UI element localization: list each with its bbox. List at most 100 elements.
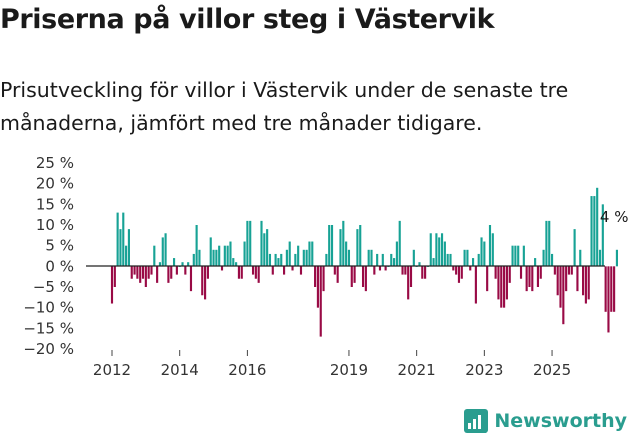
bar [370, 249, 373, 267]
bar [147, 266, 150, 279]
bar [167, 266, 170, 283]
bar [488, 225, 492, 267]
bar [192, 253, 195, 267]
x-tick-label: 2016 [228, 361, 266, 379]
bar [511, 245, 514, 267]
bar [172, 258, 176, 267]
bar [302, 249, 305, 267]
bar [223, 245, 226, 267]
bar [130, 266, 133, 279]
bar [460, 266, 463, 279]
bar-chart: 25 % 20 % 15 % 10 % 5 % 0 % −5 % −10 % −15 % −20 … [23, 154, 628, 379]
bar [565, 266, 568, 292]
y-tick-label: 10 % [36, 216, 74, 234]
bar [291, 266, 294, 271]
bar [150, 266, 153, 275]
bar [209, 237, 212, 267]
bar [367, 249, 370, 267]
bar-series [110, 187, 618, 337]
bar [133, 266, 136, 275]
bar [158, 262, 162, 267]
bar [615, 249, 618, 267]
bar [299, 266, 303, 275]
bar [328, 225, 331, 267]
bar [604, 266, 607, 312]
bar [579, 249, 582, 267]
bar [325, 253, 328, 267]
bar [263, 233, 266, 267]
bar [426, 266, 429, 267]
bar [531, 266, 534, 292]
bar [474, 266, 477, 304]
bar [457, 266, 461, 283]
bar [170, 266, 173, 279]
bar [528, 266, 531, 287]
bar [556, 266, 559, 296]
bar [226, 245, 229, 267]
bar [232, 258, 235, 267]
bar [455, 266, 458, 275]
bar [466, 249, 469, 267]
brand-name: Newsworthy [494, 410, 627, 432]
bar [311, 241, 314, 267]
bar [246, 220, 249, 267]
bar [243, 241, 246, 267]
bar [471, 258, 475, 267]
x-tick-label: 2012 [93, 361, 131, 379]
bar [553, 266, 556, 275]
bar [288, 241, 291, 267]
bar [534, 258, 537, 267]
page-subtitle: Prisutveckling för villor i Västervik un… [0, 78, 569, 135]
bar [601, 204, 604, 267]
bar [522, 245, 525, 267]
bar [257, 266, 260, 283]
y-tick-label: 5 % [45, 237, 74, 255]
bar [356, 229, 359, 267]
bar [161, 237, 164, 267]
y-tick-label: 0 % [45, 257, 74, 275]
bar [590, 196, 593, 267]
bar [407, 266, 410, 300]
bar [345, 241, 348, 267]
bar [483, 241, 486, 267]
bar [607, 266, 610, 333]
bar [116, 212, 119, 267]
bar [342, 220, 345, 267]
bar [136, 266, 139, 279]
bar [443, 241, 446, 267]
bar [559, 266, 562, 308]
bar [308, 241, 311, 267]
bar [519, 266, 523, 279]
bar [505, 266, 508, 300]
bar [418, 262, 421, 267]
bar [187, 262, 190, 267]
x-tick-label: 2019 [330, 361, 368, 379]
bar [110, 266, 114, 304]
x-tick-label: 2021 [398, 361, 436, 379]
bar [429, 233, 432, 267]
bar [452, 266, 455, 271]
bar [141, 266, 145, 279]
bar [125, 245, 128, 267]
bar [424, 266, 427, 279]
bar [212, 249, 215, 267]
bar [316, 266, 319, 308]
bar [175, 266, 178, 275]
bar [432, 258, 435, 267]
bar [181, 262, 184, 267]
bar [412, 249, 415, 267]
bar [229, 241, 232, 267]
bar [314, 266, 317, 287]
bar [393, 258, 396, 267]
bar [153, 245, 156, 267]
bar [567, 266, 571, 275]
page-title: Priserna på villor steg i Västervik [0, 4, 495, 35]
bar [305, 249, 308, 267]
bar [189, 266, 193, 292]
bar [206, 266, 209, 279]
x-tick-label: 2014 [161, 361, 199, 379]
bar [395, 241, 398, 267]
bar [409, 266, 413, 287]
bar [525, 266, 528, 292]
bar [539, 266, 542, 279]
